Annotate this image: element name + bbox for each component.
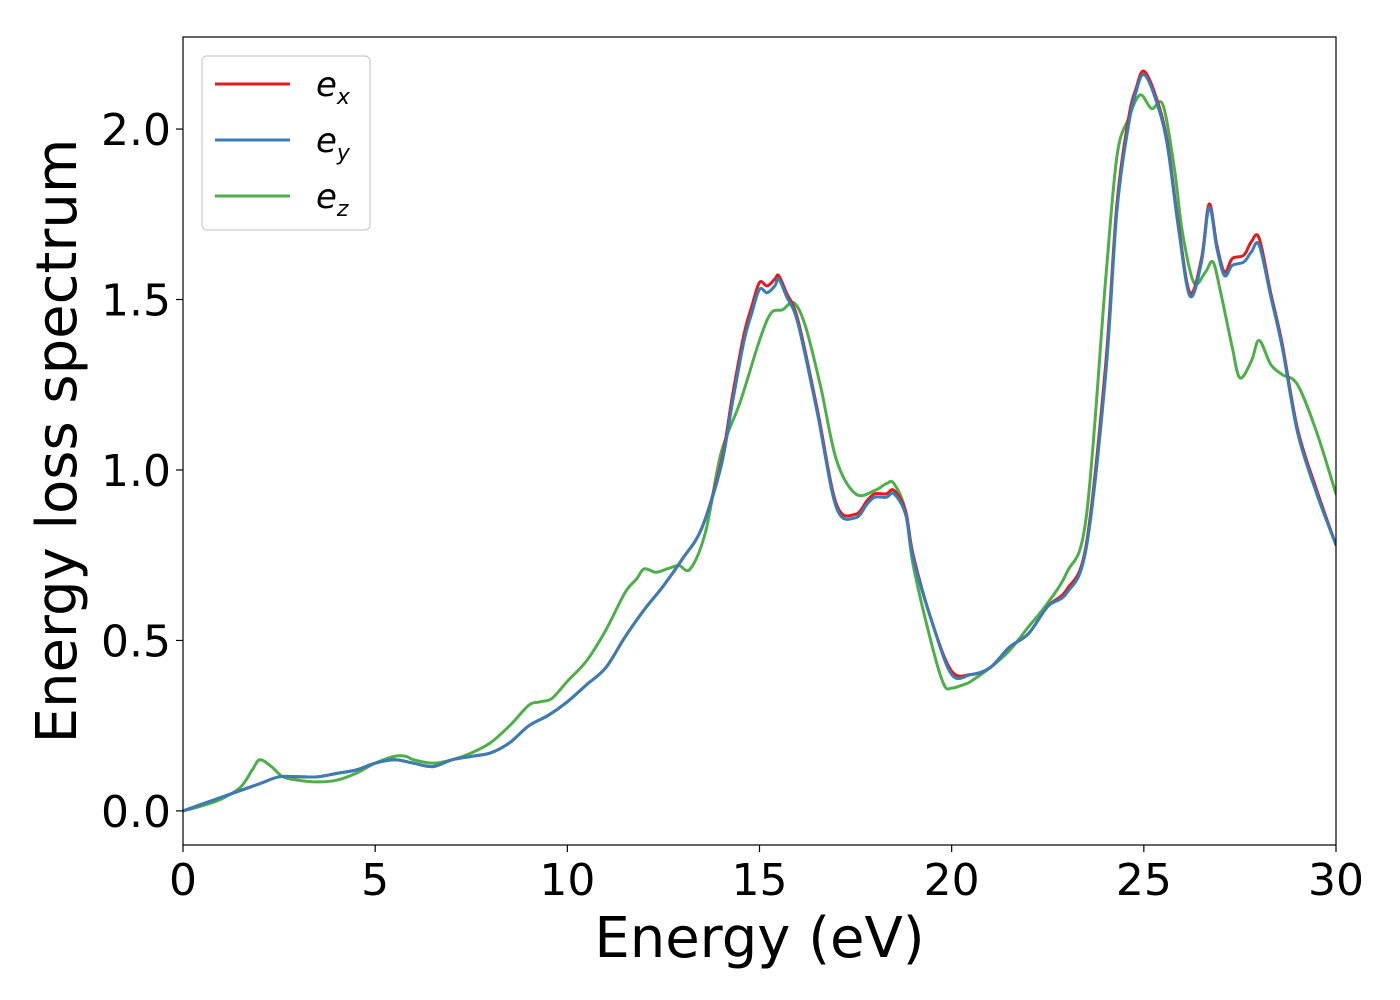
y-axis-title: Energy loss spectrum [25,139,90,744]
x-tick-label: 0 [169,855,197,906]
series-line-z [183,93,1336,813]
x-tick-label: 20 [924,855,980,906]
y-tick-label: 1.5 [101,276,171,327]
series-layer [183,69,1336,813]
legend-label-x: ex [316,65,351,110]
legend: ex ey ez [201,55,371,231]
legend-items: ex ey ez [215,65,351,222]
x-tick-label: 10 [539,855,595,906]
x-tick-label: 5 [361,855,389,906]
x-ticks: 0 5 10 15 20 25 30 [169,845,1364,906]
x-tick-label: 25 [1116,855,1172,906]
plot-background [183,37,1336,845]
y-tick-label: 2.0 [101,105,171,156]
legend-label-z: ez [316,177,349,222]
y-tick-label: 0.0 [101,787,171,838]
y-tick-label: 0.5 [101,616,171,667]
y-tick-label: 1.0 [101,446,171,497]
series-line-y [183,72,1336,813]
x-axis-title: Energy (eV) [594,906,924,971]
y-ticks: 0.0 0.5 1.0 1.5 2.0 [101,105,183,838]
legend-box [201,55,371,231]
x-tick-label: 30 [1308,855,1364,906]
legend-label-y: ey [316,121,351,166]
x-tick-label: 15 [732,855,788,906]
